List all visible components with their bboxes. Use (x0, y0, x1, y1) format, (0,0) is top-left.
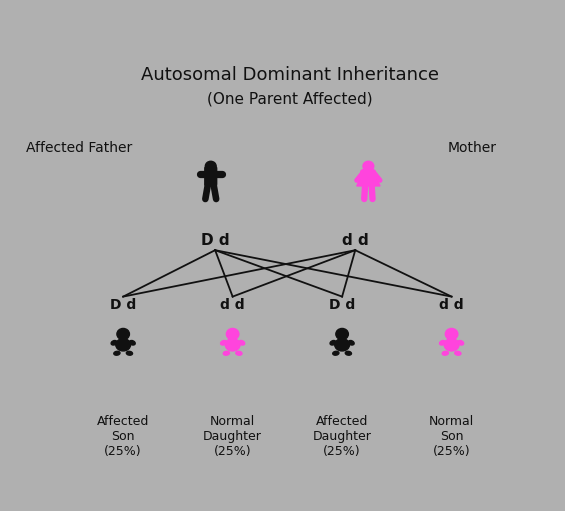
Ellipse shape (129, 340, 135, 345)
Text: Normal
Son
(25%): Normal Son (25%) (429, 415, 474, 458)
Ellipse shape (455, 351, 461, 355)
Circle shape (336, 329, 349, 340)
Ellipse shape (223, 351, 229, 355)
Ellipse shape (333, 351, 339, 355)
Text: d d: d d (220, 298, 245, 312)
Circle shape (445, 329, 458, 340)
Ellipse shape (225, 339, 240, 351)
Polygon shape (357, 172, 380, 186)
Text: D d: D d (201, 233, 229, 248)
Circle shape (227, 329, 239, 340)
Text: D d: D d (329, 298, 355, 312)
Ellipse shape (239, 340, 245, 345)
Text: d d: d d (342, 233, 368, 248)
Ellipse shape (348, 340, 354, 345)
Text: Affected Father: Affected Father (25, 141, 132, 155)
Text: Affected
Daughter
(25%): Affected Daughter (25%) (312, 415, 372, 458)
Circle shape (363, 161, 374, 171)
Ellipse shape (458, 340, 464, 345)
FancyBboxPatch shape (205, 167, 217, 186)
Ellipse shape (116, 339, 131, 351)
Ellipse shape (345, 351, 351, 355)
Text: Normal
Daughter
(25%): Normal Daughter (25%) (203, 415, 262, 458)
Ellipse shape (127, 351, 133, 355)
Text: Mother: Mother (447, 141, 496, 155)
Ellipse shape (111, 340, 117, 345)
Ellipse shape (220, 340, 227, 345)
Ellipse shape (444, 339, 459, 351)
Text: D d: D d (110, 298, 136, 312)
Ellipse shape (114, 351, 120, 355)
Circle shape (117, 329, 129, 340)
Ellipse shape (330, 340, 336, 345)
Text: Autosomal Dominant Inheritance: Autosomal Dominant Inheritance (141, 66, 438, 84)
Text: (One Parent Affected): (One Parent Affected) (207, 91, 372, 106)
Ellipse shape (334, 339, 350, 351)
Circle shape (205, 161, 216, 171)
Text: Affected
Son
(25%): Affected Son (25%) (97, 415, 149, 458)
Ellipse shape (442, 351, 449, 355)
Ellipse shape (236, 351, 242, 355)
Ellipse shape (440, 340, 445, 345)
Text: d d: d d (439, 298, 464, 312)
